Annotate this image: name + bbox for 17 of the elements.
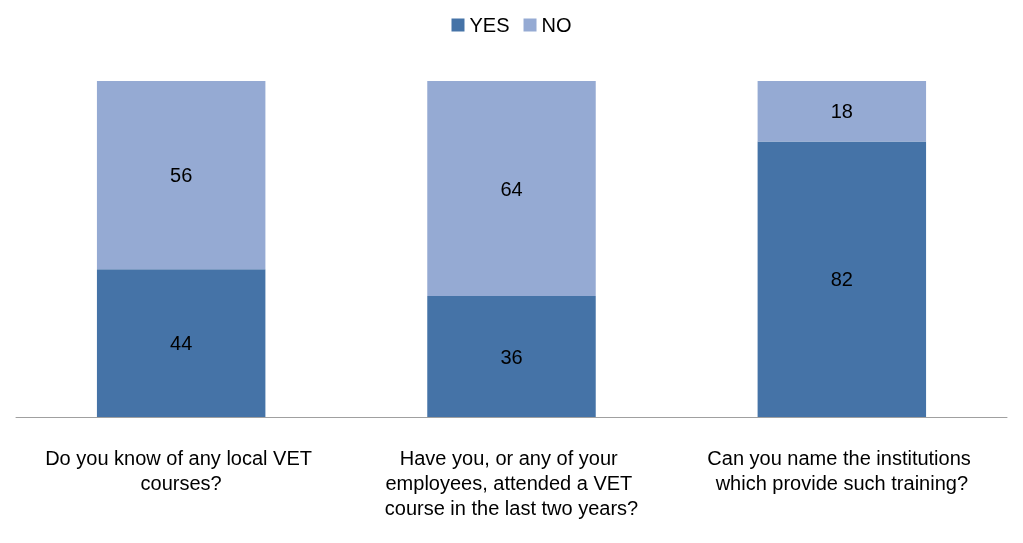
bar [757, 81, 927, 142]
bar [427, 81, 596, 297]
data-label: 82 [830, 268, 853, 291]
bar [757, 141, 927, 417]
data-label: 36 [500, 345, 523, 368]
x-tick-label: Have you, or any of your employees, attended a VET course in the last two years? [384, 446, 639, 519]
legend-label: YES [469, 14, 510, 36]
x-tick-label: Do you know of any local VET courses? [45, 446, 318, 494]
bar [96, 81, 266, 270]
data-label: 64 [500, 177, 523, 200]
data-label: 44 [170, 332, 193, 355]
x-tick-label: Can you name the institutions which provide such training? [707, 446, 977, 494]
bar [427, 296, 596, 417]
bar [96, 269, 266, 417]
data-label: 18 [830, 100, 853, 123]
data-label: 56 [170, 164, 193, 187]
legend-label: NO [541, 14, 572, 36]
